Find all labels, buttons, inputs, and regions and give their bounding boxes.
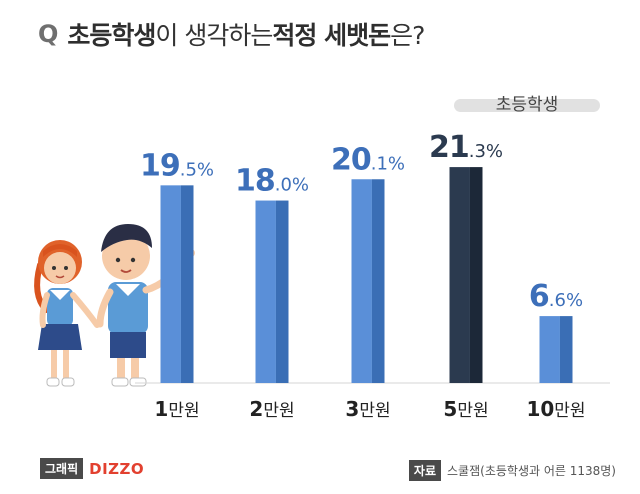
bar-4 bbox=[449, 167, 483, 383]
graphic-credit: 그래픽 DIZZO bbox=[40, 458, 144, 479]
legend-stripe bbox=[454, 99, 600, 112]
category-label: 10만원 bbox=[526, 397, 585, 421]
source-credit: 자료 스쿨잼(초등학생과 어른 1138명) bbox=[408, 460, 616, 481]
category-label: 3만원 bbox=[345, 397, 390, 421]
bar-2 bbox=[255, 200, 289, 383]
source-text: 스쿨잼(초등학생과 어른 1138명) bbox=[447, 464, 616, 478]
bar-5 bbox=[539, 316, 573, 383]
value-label: 21.3% bbox=[429, 130, 503, 165]
brand-logo: DIZZO bbox=[89, 459, 145, 478]
value-labels-layer: 19.5% 18.0% 20.1% 21.3% 6.6% bbox=[140, 130, 583, 314]
value-label: 19.5% bbox=[140, 148, 214, 183]
bar-side bbox=[371, 179, 385, 383]
bar-front bbox=[449, 167, 470, 383]
question-mark: Q bbox=[38, 20, 58, 48]
bar-side bbox=[559, 316, 573, 383]
source-tag: 자료 bbox=[408, 460, 442, 481]
children-illustration bbox=[34, 224, 195, 387]
bar-front bbox=[255, 200, 276, 383]
bars-layer bbox=[160, 167, 573, 383]
bar-front bbox=[351, 179, 372, 383]
legend: 초등학생 bbox=[454, 90, 600, 116]
bar-side bbox=[469, 167, 483, 383]
bar-front bbox=[539, 316, 560, 383]
chart-title: Q 초등학생 이 생각하는 적정 세뱃돈 은? bbox=[38, 14, 425, 54]
bar-side bbox=[180, 185, 194, 383]
category-label: 2만원 bbox=[249, 397, 294, 421]
legend-label: 초등학생 bbox=[495, 95, 559, 115]
bar-front bbox=[160, 185, 181, 383]
title-part-students: 초등학생 bbox=[67, 21, 156, 50]
bar-3 bbox=[351, 179, 385, 383]
title-part-question: 은? bbox=[390, 21, 425, 50]
value-label: 6.6% bbox=[529, 279, 583, 314]
value-label: 20.1% bbox=[331, 142, 405, 177]
title-part-new-year-money: 적정 세뱃돈 bbox=[272, 21, 391, 50]
value-label: 18.0% bbox=[235, 164, 309, 199]
girl-figure bbox=[34, 240, 100, 387]
graphic-tag: 그래픽 bbox=[40, 458, 84, 479]
category-label: 1만원 bbox=[154, 397, 199, 421]
bar-side bbox=[275, 200, 289, 383]
category-label: 5만원 bbox=[443, 397, 488, 421]
bar-1 bbox=[160, 185, 194, 383]
category-labels-layer: 1만원 2만원 3만원 5만원 10만원 bbox=[154, 397, 585, 421]
title-part-think: 이 생각하는 bbox=[155, 21, 273, 50]
